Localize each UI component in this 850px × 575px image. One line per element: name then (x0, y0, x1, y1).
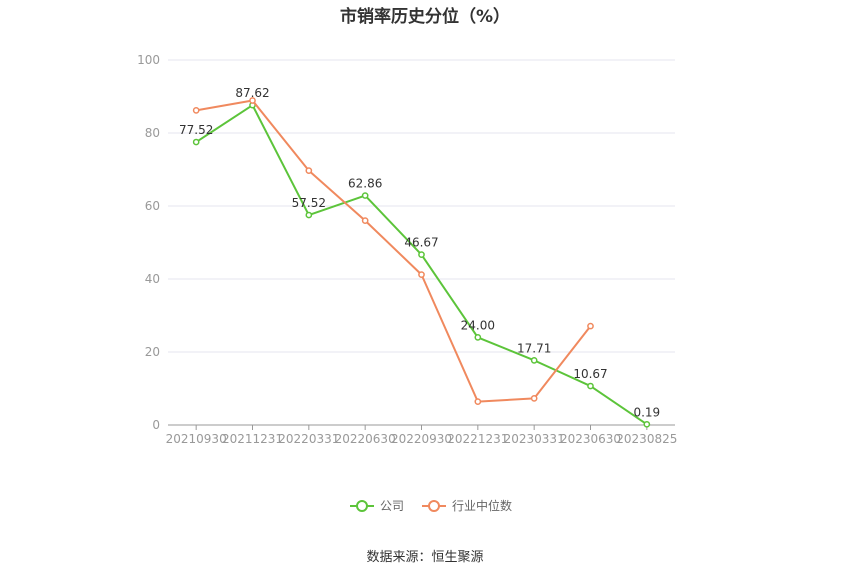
data-point (192, 107, 200, 114)
chart-title: 市销率历史分位（%） (339, 7, 511, 27)
x-tick-label: 20230630 (560, 432, 621, 446)
x-tick-label: 20230331 (504, 432, 565, 446)
data-point (587, 382, 594, 390)
data-point (418, 271, 425, 278)
data-label: 10.67 (573, 367, 607, 381)
data-point (192, 138, 200, 146)
series-lines (192, 97, 651, 428)
y-tick-label: 80 (145, 126, 160, 140)
y-axis-ticks: 0 20 40 60 80 100 (137, 53, 160, 432)
data-label: 0.19 (633, 405, 660, 419)
x-tick-label: 20211231 (222, 432, 283, 446)
data-point (474, 334, 482, 341)
data-point (530, 395, 538, 402)
y-tick-label: 60 (145, 199, 160, 213)
data-point (474, 398, 482, 405)
data-label: 46.67 (404, 236, 438, 250)
x-tick-label: 20230825 (616, 432, 677, 446)
data-point (643, 420, 651, 428)
x-tick-label: 20221231 (447, 432, 508, 446)
data-point (418, 251, 425, 259)
data-point (530, 357, 538, 364)
y-tick-label: 40 (145, 272, 160, 286)
data-labels: 77.52 87.62 57.52 62.86 46.67 24.00 17.71 10.67… (179, 86, 660, 419)
legend: 公司 行业中位数 (350, 498, 512, 513)
data-source-note: 数据来源：恒生聚源 (366, 550, 484, 565)
series-line-1 (195, 99, 592, 403)
x-tick-label: 20220331 (278, 432, 339, 446)
data-label: 62.86 (348, 177, 382, 191)
y-tick-label: 0 (152, 418, 160, 432)
data-point (361, 217, 369, 224)
legend-marker (428, 500, 440, 512)
y-tick-label: 100 (137, 53, 160, 67)
data-point (361, 192, 369, 199)
data-label: 87.62 (235, 86, 269, 100)
x-axis: 2021093020211231202203312022063020220930… (166, 425, 677, 446)
y-tick-label: 20 (145, 345, 160, 359)
legend-label-1[interactable]: 行业中位数 (452, 498, 512, 513)
x-tick-label: 20210930 (166, 432, 227, 446)
data-label: 17.71 (517, 341, 551, 355)
data-label: 24.00 (461, 318, 495, 332)
data-label: 57.52 (292, 196, 326, 210)
x-tick-label: 20220930 (391, 432, 452, 446)
data-point (587, 322, 594, 330)
data-point (305, 167, 313, 174)
data-label: 77.52 (179, 123, 213, 137)
data-point (305, 211, 313, 219)
x-tick-label: 20220630 (335, 432, 396, 446)
legend-marker (356, 500, 368, 512)
legend-label-0[interactable]: 公司 (380, 499, 404, 513)
data-point (249, 97, 256, 104)
